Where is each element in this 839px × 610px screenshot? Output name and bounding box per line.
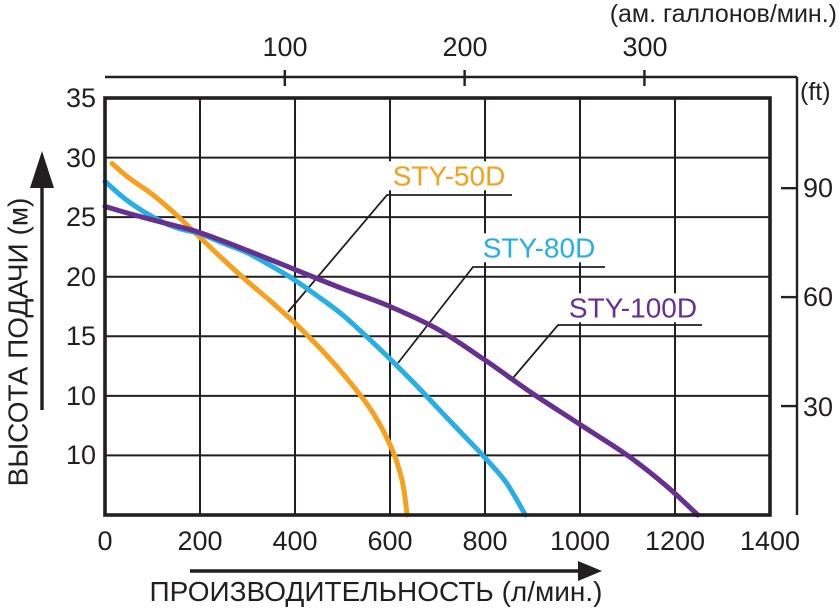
left-tick-label: 10: [65, 380, 96, 411]
curve-sty-50d: [109, 161, 410, 518]
bottom-tick-label: 400: [272, 526, 318, 556]
series-label-sty-100d: STY-100D: [563, 293, 703, 323]
left-tick-label: 30: [65, 142, 96, 173]
curve-sty-80d: [102, 178, 528, 518]
plot-border: [103, 96, 772, 517]
top-tick-label: 100: [262, 32, 308, 62]
right-tick-label: 60: [803, 281, 834, 312]
top-tick-label: 300: [622, 32, 668, 62]
callout-sty-80d: [397, 266, 605, 364]
left-tick-label: 35: [65, 82, 96, 113]
top-tick-label: 200: [442, 32, 488, 62]
bottom-tick-label: 200: [177, 526, 223, 556]
y-axis-title: ВЫСОТА ПОДАЧИ (м): [2, 197, 34, 487]
left-tick-label: 10: [65, 439, 96, 470]
x-axis-title: ПРОИЗВОДИТЕЛЬНОСТЬ (л/мин.): [149, 576, 603, 607]
right-tick-label: 30: [803, 391, 834, 422]
bottom-tick-label: 800: [462, 526, 508, 556]
left-tick-label: 20: [65, 261, 96, 292]
top-axis-title: (ам. галлонов/мин.): [609, 0, 837, 28]
series-label-sty-80d: STY-80D: [477, 233, 601, 263]
bottom-tick-label: 0: [97, 526, 113, 556]
bottom-tick-label: 1000: [549, 526, 611, 556]
callout-sty-50d: [287, 194, 512, 313]
bottom-tick-label: 1200: [644, 526, 706, 556]
callout-sty-100d: [512, 324, 702, 379]
curve-sty-100d: [102, 203, 701, 518]
series-label-sty-50d: STY-50D: [387, 161, 511, 191]
left-tick-label: 25: [65, 201, 96, 232]
left-tick-label: 15: [65, 320, 96, 351]
x-axis-arrowhead-icon: [578, 561, 602, 581]
bottom-tick-label: 600: [367, 526, 413, 556]
right-axis-unit: (ft): [800, 78, 831, 106]
right-tick-label: 90: [803, 172, 834, 203]
bottom-tick-label: 1400: [739, 526, 801, 556]
y-axis-arrowhead-icon: [30, 151, 54, 188]
